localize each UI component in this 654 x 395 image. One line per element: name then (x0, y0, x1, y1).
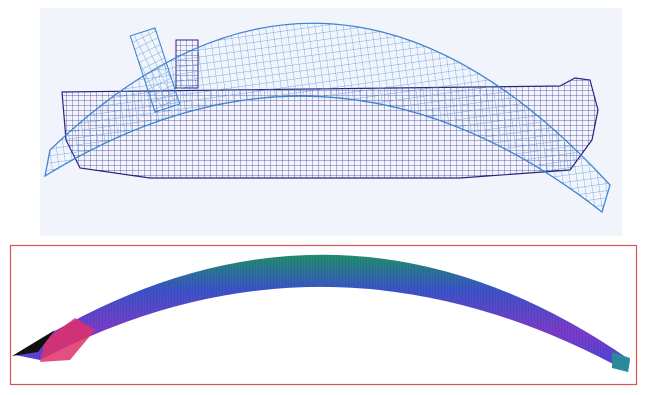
figure (0, 0, 654, 395)
page (0, 0, 654, 395)
